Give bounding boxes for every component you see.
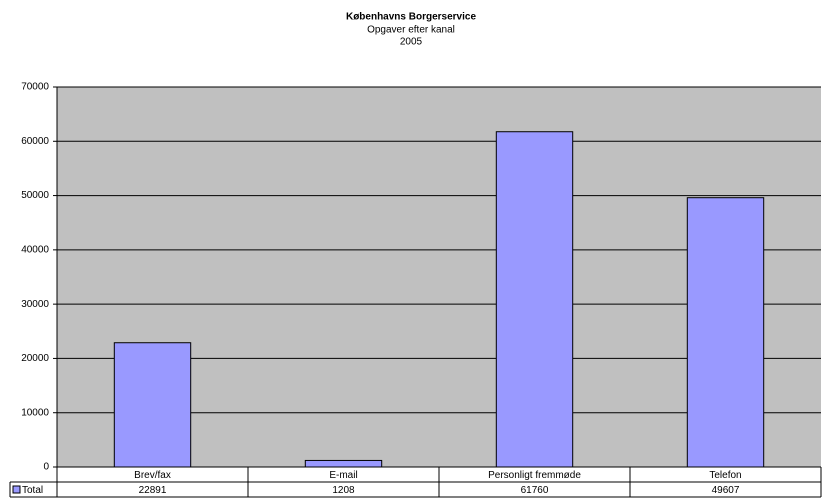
table-value: 22891 bbox=[139, 485, 167, 496]
table-value: 1208 bbox=[332, 485, 355, 496]
y-tick-label: 70000 bbox=[21, 82, 49, 93]
y-tick-label: 30000 bbox=[21, 299, 49, 310]
bar bbox=[495, 131, 574, 468]
chart-title: Københavns Borgerservice bbox=[346, 12, 476, 23]
chart-subtitle: Opgaver efter kanal bbox=[367, 25, 455, 36]
bar bbox=[113, 342, 192, 468]
bar bbox=[686, 197, 765, 468]
bar bbox=[304, 459, 383, 468]
y-tick-label: 10000 bbox=[21, 407, 49, 418]
x-tick-label: E-mail bbox=[329, 470, 357, 481]
chart-subtitle: 2005 bbox=[400, 37, 423, 48]
y-tick-label: 60000 bbox=[21, 136, 49, 147]
table-value: 61760 bbox=[521, 485, 549, 496]
x-tick-label: Telefon bbox=[709, 470, 741, 481]
x-tick-label: Personligt fremmøde bbox=[488, 470, 581, 481]
legend-label: Total bbox=[22, 485, 43, 496]
y-tick-label: 0 bbox=[43, 462, 49, 473]
y-tick-label: 50000 bbox=[21, 190, 49, 201]
y-tick-label: 20000 bbox=[21, 353, 49, 364]
table-value: 49607 bbox=[712, 485, 740, 496]
y-tick-label: 40000 bbox=[21, 244, 49, 255]
legend-swatch bbox=[12, 485, 21, 494]
x-tick-label: Brev/fax bbox=[134, 470, 171, 481]
